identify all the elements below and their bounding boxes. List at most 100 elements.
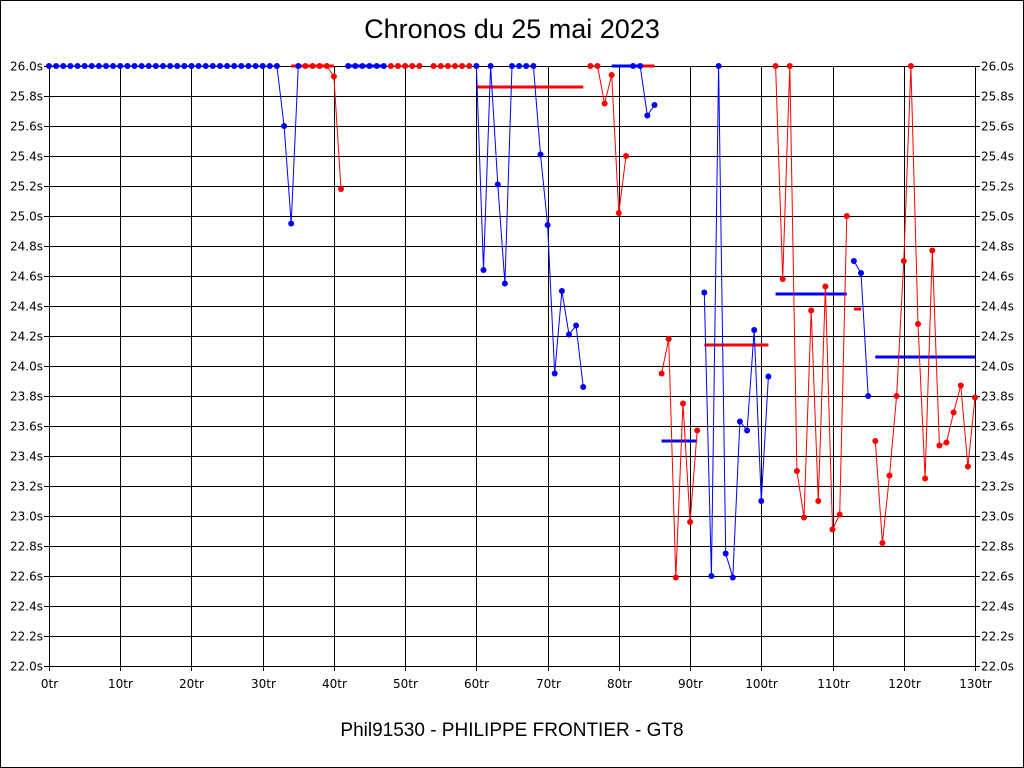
y-tick-label-right: 25.8s bbox=[981, 90, 1014, 104]
data-point-red bbox=[665, 336, 672, 342]
data-point-blue bbox=[509, 63, 515, 69]
y-tick-label-left: 25.2s bbox=[10, 180, 43, 194]
data-point-red bbox=[836, 511, 843, 518]
data-point-blue bbox=[245, 63, 252, 69]
x-tick-label: 60tr bbox=[464, 677, 489, 691]
data-point-blue bbox=[537, 151, 544, 158]
data-point-blue bbox=[501, 280, 508, 287]
data-point-blue bbox=[736, 418, 743, 425]
data-point-blue bbox=[630, 63, 637, 69]
series-line-red bbox=[874, 65, 976, 544]
data-point-blue bbox=[110, 63, 117, 69]
data-point-red bbox=[822, 283, 829, 290]
data-point-red bbox=[922, 475, 929, 482]
data-point-blue bbox=[359, 63, 366, 69]
y-tick-label-left: 22.6s bbox=[10, 570, 43, 584]
data-point-red bbox=[330, 73, 337, 80]
y-tick-label-right: 22.6s bbox=[981, 570, 1014, 584]
series-points bbox=[46, 63, 978, 581]
data-point-red bbox=[687, 519, 694, 525]
data-point-blue bbox=[224, 63, 231, 69]
data-point-blue bbox=[352, 63, 359, 69]
data-point-blue bbox=[715, 63, 722, 69]
y-tick-label-left: 24.4s bbox=[10, 300, 43, 314]
data-point-blue bbox=[81, 63, 88, 69]
y-tick-label-left: 23.4s bbox=[10, 450, 43, 464]
data-point-blue bbox=[473, 63, 480, 69]
data-point-red bbox=[409, 63, 416, 69]
data-point-blue bbox=[202, 63, 209, 69]
data-point-red bbox=[843, 213, 850, 219]
data-point-blue bbox=[651, 102, 658, 108]
data-point-blue bbox=[231, 63, 238, 69]
y-tick-label-left: 23.6s bbox=[10, 420, 43, 434]
series-line-blue bbox=[475, 65, 584, 388]
data-point-red bbox=[893, 393, 900, 399]
data-point-red bbox=[323, 63, 330, 69]
data-point-red bbox=[808, 307, 815, 314]
x-tick-label: 40tr bbox=[322, 677, 347, 691]
y-tick-label-left: 24.6s bbox=[10, 270, 43, 284]
data-point-blue bbox=[708, 573, 715, 579]
data-point-blue bbox=[273, 63, 280, 69]
y-tick-label-left: 25.6s bbox=[10, 120, 43, 134]
data-point-red bbox=[915, 321, 921, 327]
data-point-blue bbox=[722, 550, 729, 557]
data-point-red bbox=[694, 427, 701, 434]
data-point-blue bbox=[152, 63, 159, 69]
data-point-red bbox=[907, 63, 914, 69]
data-point-blue bbox=[67, 63, 74, 69]
y-tick-label-left: 22.0s bbox=[10, 660, 43, 674]
data-point-blue bbox=[487, 63, 494, 69]
x-tick-label: 100tr bbox=[745, 677, 778, 691]
x-tick-label: 20tr bbox=[179, 677, 204, 691]
data-point-blue bbox=[181, 63, 188, 69]
data-point-red bbox=[680, 400, 686, 407]
y-tick-label-left: 23.0s bbox=[10, 510, 43, 524]
y-tick-label-right: 23.2s bbox=[981, 480, 1014, 494]
data-point-red bbox=[623, 153, 629, 159]
data-point-blue bbox=[117, 63, 124, 69]
y-tick-label-right: 22.2s bbox=[981, 630, 1014, 644]
y-tick-label-right: 24.8s bbox=[981, 240, 1014, 254]
data-point-blue bbox=[88, 63, 95, 69]
y-tick-label-right: 25.4s bbox=[981, 150, 1014, 164]
x-tick-label: 50tr bbox=[393, 677, 418, 691]
x-tick-label: 130tr bbox=[959, 677, 992, 691]
data-point-blue bbox=[494, 181, 501, 188]
data-point-red bbox=[772, 63, 779, 69]
data-point-blue bbox=[751, 327, 758, 333]
data-point-blue bbox=[580, 384, 587, 390]
data-point-blue bbox=[516, 63, 523, 69]
data-point-blue bbox=[729, 574, 736, 581]
y-tick-label-left: 23.8s bbox=[10, 390, 43, 404]
y-tick-label-left: 25.0s bbox=[10, 210, 43, 224]
data-point-blue bbox=[209, 63, 216, 69]
data-point-blue bbox=[551, 370, 558, 377]
data-point-red bbox=[437, 63, 444, 69]
series-line-blue bbox=[703, 65, 769, 578]
data-point-red bbox=[786, 63, 793, 69]
y-tick-label-right: 24.2s bbox=[981, 330, 1014, 344]
data-point-red bbox=[829, 526, 836, 533]
series-line-red bbox=[590, 65, 627, 214]
data-point-blue bbox=[281, 123, 288, 129]
data-point-blue bbox=[60, 63, 67, 69]
data-point-blue bbox=[288, 220, 295, 227]
data-point-red bbox=[801, 514, 807, 521]
data-point-blue bbox=[480, 267, 487, 273]
data-point-red bbox=[416, 63, 423, 69]
data-point-blue bbox=[858, 270, 864, 276]
data-point-red bbox=[943, 439, 950, 446]
data-point-red bbox=[601, 100, 608, 107]
average-lines bbox=[291, 64, 975, 443]
data-point-blue bbox=[167, 63, 174, 69]
data-point-blue bbox=[195, 63, 202, 69]
data-point-red bbox=[430, 63, 437, 69]
y-tick-label-left: 22.2s bbox=[10, 630, 43, 644]
data-point-blue bbox=[637, 63, 644, 69]
chart-title: Chronos du 25 mai 2023 bbox=[364, 14, 660, 44]
data-point-blue bbox=[295, 63, 302, 69]
x-tick-label: 0tr bbox=[41, 677, 58, 691]
